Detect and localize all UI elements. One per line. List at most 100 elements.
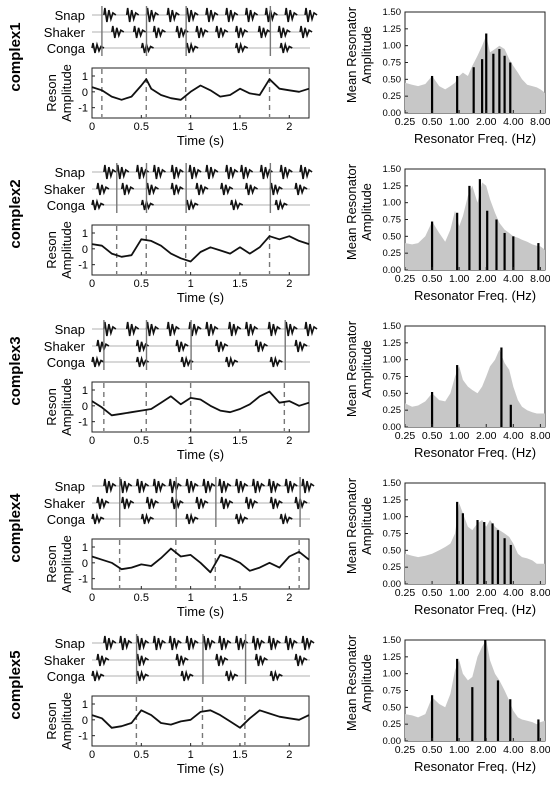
reson-signal <box>91 78 310 101</box>
spectrum-xtick-label: 0.50 <box>422 116 443 128</box>
event-mark <box>284 321 298 337</box>
event-mark <box>202 635 216 651</box>
event-mark <box>168 635 182 651</box>
reson-ytick-label: 1 <box>82 542 88 554</box>
event-mark <box>227 321 242 337</box>
row-label: complex2 <box>7 179 24 248</box>
event-mark <box>103 478 117 494</box>
event-mark <box>205 321 219 337</box>
spectrum-ylabel: Mean Resonator <box>344 634 359 731</box>
spectrum-xtick-label: 2.00 <box>476 587 497 599</box>
event-mark <box>215 25 229 39</box>
reson-ylabel: Reson <box>44 74 59 112</box>
event-mark <box>234 635 249 651</box>
spectrum-xlabel: Resonator Freq. (Hz) <box>414 288 536 303</box>
spectrum-ytick-label: 0.50 <box>383 231 402 242</box>
spectrum-ytick-label: 0.00 <box>383 736 402 747</box>
reson-frame <box>91 695 310 747</box>
spectrum-xtick-label: 4.00 <box>503 430 524 442</box>
event-mark <box>185 635 199 651</box>
spectrum-xtick-label: 1.00 <box>449 273 470 285</box>
reson-ytick-label: 0 <box>82 401 88 413</box>
event-mark <box>234 512 249 525</box>
event-mark <box>145 182 159 196</box>
event-mark <box>118 635 133 651</box>
spectrum-ytick-label: 1.50 <box>383 164 402 175</box>
reson-ylabel: Amplitude <box>59 692 74 750</box>
event-mark <box>125 321 140 337</box>
event-mark <box>299 164 313 180</box>
row-label: complex4 <box>7 493 24 563</box>
spectrum-ytick-label: 0.75 <box>383 529 402 540</box>
event-mark <box>234 41 249 54</box>
row-label: complex5 <box>7 650 24 719</box>
spectrum-xtick-label: 1.00 <box>449 116 470 128</box>
spectrum-ylabel: Mean Resonator <box>344 163 359 260</box>
track-label: Conga <box>47 355 86 370</box>
event-mark <box>279 512 293 525</box>
event-mark <box>125 7 140 23</box>
spectrum-xlabel: Resonator Freq. (Hz) <box>414 445 536 460</box>
event-mark <box>195 25 209 39</box>
reson-ylabel: Reson <box>44 545 59 583</box>
spectrum-ytick-label: 1.00 <box>383 198 402 209</box>
event-mark <box>96 182 110 196</box>
time-tick-label: 2 <box>286 278 292 290</box>
time-xlabel: Time (s) <box>177 290 224 305</box>
reson-ylabel: Amplitude <box>59 378 74 436</box>
spectrum-ytick-label: 0.00 <box>383 108 402 119</box>
track-label: Shaker <box>44 496 86 511</box>
track-label: Shaker <box>44 339 86 354</box>
event-mark <box>215 653 229 667</box>
row-label: complex3 <box>7 336 24 405</box>
event-mark <box>91 41 105 54</box>
event-mark <box>135 478 150 494</box>
reson-ytick-label: 0 <box>82 87 88 99</box>
time-tick-label: 1 <box>188 592 194 604</box>
time-tick-label: 0 <box>89 278 95 290</box>
event-mark <box>145 321 159 337</box>
event-mark <box>185 41 199 54</box>
event-mark <box>166 7 180 23</box>
spectrum-ylabel: Amplitude <box>359 183 374 241</box>
event-mark <box>170 164 184 180</box>
reson-ylabel: Reson <box>44 231 59 269</box>
time-tick-label: 2 <box>286 749 292 761</box>
reson-ylabel: Reson <box>44 702 59 740</box>
event-mark <box>120 182 135 196</box>
time-tick-label: 1.5 <box>232 749 247 761</box>
spectrum-ytick-label: 1.25 <box>383 181 402 192</box>
spectrum-xtick-label: 1.00 <box>449 587 470 599</box>
event-mark <box>284 635 298 651</box>
spectrum-xtick-label: 2.00 <box>476 744 497 756</box>
spectrum-ylabel: Amplitude <box>359 340 374 398</box>
spectrum-ytick-label: 0.00 <box>383 422 402 433</box>
spectrum-ytick-label: 1.25 <box>383 652 402 663</box>
event-mark <box>301 478 315 494</box>
spectrum-ytick-label: 0.00 <box>383 265 402 276</box>
event-mark <box>175 25 189 39</box>
track-label: Conga <box>47 669 86 684</box>
event-mark <box>224 7 239 23</box>
spectrum-xtick-label: 8.00 <box>530 587 550 599</box>
event-mark <box>254 653 268 667</box>
reson-ytick-label: -1 <box>78 103 88 115</box>
spectrum-xlabel: Resonator Freq. (Hz) <box>414 759 536 774</box>
event-mark <box>234 25 249 39</box>
reson-ytick-label: 0 <box>82 715 88 727</box>
event-mark <box>168 478 182 494</box>
spectrum-ylabel: Amplitude <box>359 26 374 84</box>
time-xlabel: Time (s) <box>177 604 224 619</box>
spectrum-xtick-label: 4.00 <box>503 587 524 599</box>
event-mark <box>244 182 259 196</box>
event-mark <box>215 339 229 353</box>
row-label: complex1 <box>7 22 24 91</box>
spectrum-xtick-label: 0.50 <box>422 273 443 285</box>
event-mark <box>135 339 150 353</box>
spectrum-ytick-label: 0.50 <box>383 388 402 399</box>
spectrum-xtick-label: 4.00 <box>503 116 524 128</box>
spectrum-xlabel: Resonator Freq. (Hz) <box>414 602 536 617</box>
event-mark <box>269 669 283 682</box>
event-mark <box>185 7 199 23</box>
spectrum-xtick-label: 2.00 <box>476 273 497 285</box>
